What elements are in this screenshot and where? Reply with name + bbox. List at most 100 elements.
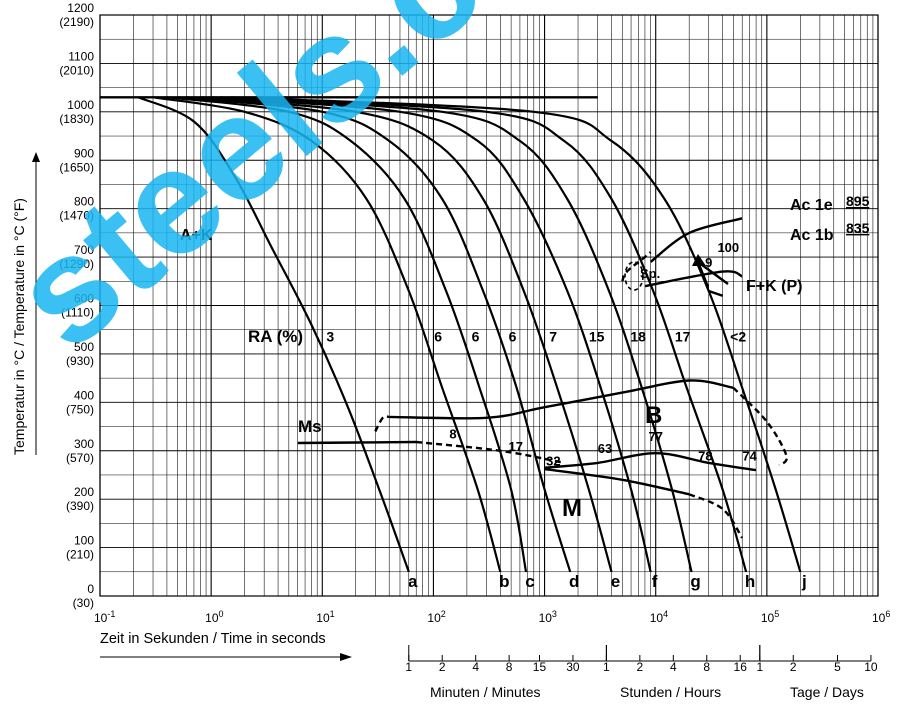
curve-label-c: c (525, 572, 534, 591)
transformation-line (544, 451, 757, 472)
transformation-line (688, 493, 744, 539)
x-tick-label: 102 (427, 609, 445, 625)
curve-label-h: h (745, 572, 755, 591)
label-fk: F+K (P) (746, 278, 802, 295)
y-tick-label: 400 (74, 388, 94, 402)
cooling-curves: a 3 b 6 c 6 d 6 e 7 f 15 g 18 h 17 j <2 (100, 96, 807, 591)
ra-value-j: <2 (730, 329, 746, 345)
cooling-curve-d (177, 96, 572, 573)
chart-labels: Temperatur in °C / Temperature in °C (°F… (11, 193, 870, 647)
y-tick-label-f: (1830) (59, 112, 94, 126)
label-ac1b-value: 835 (846, 220, 870, 236)
transformation-line (297, 440, 417, 445)
secondary-time-scales: Minuten / Minutes Stunden / Hours Tage /… (405, 645, 878, 700)
transformation-line (389, 379, 734, 420)
hardness-value: 17 (508, 439, 522, 454)
hardness-value: 9 (705, 255, 712, 270)
y-tick-label-f: (1470) (59, 209, 94, 223)
ra-value-c: 6 (472, 329, 480, 345)
label-martensite: M (562, 495, 582, 522)
y-axis-arrowhead (32, 152, 40, 162)
y-tick-label-f: (390) (66, 499, 94, 513)
x-tick-label: 10-1 (94, 609, 115, 625)
label-ak: A+K (180, 227, 213, 244)
transformation-line (374, 415, 390, 432)
cooling-curve-c (166, 96, 528, 572)
ra-value-e: 7 (549, 329, 557, 345)
label-sp: Sp. (640, 266, 660, 281)
cooling-curve-e (186, 96, 613, 573)
transformation-line (644, 270, 743, 288)
hardness-value: 32 (546, 453, 560, 468)
cooling-curve-f (200, 96, 652, 573)
days-scale-tick-label: 5 (834, 660, 841, 674)
x-tick-label: 103 (539, 609, 557, 625)
transformation-line (544, 467, 690, 496)
x-tick-label: 101 (316, 609, 334, 625)
y-tick-label: 900 (74, 146, 94, 160)
hardness-value: 100 (717, 240, 739, 255)
transformation-line (416, 440, 565, 465)
y-tick-label-f: (930) (66, 354, 94, 368)
cooling-curve-g (211, 96, 693, 573)
transformation-line (621, 251, 652, 282)
ra-value-h: 17 (675, 329, 691, 345)
y-tick-label: 100 (74, 534, 94, 548)
transformation-line (649, 217, 743, 263)
hardness-value: 78 (698, 448, 712, 463)
curve-label-a: a (408, 572, 418, 591)
y-tick-label: 0 (87, 582, 94, 596)
hardness-value: 77 (648, 429, 662, 444)
y-tick-label: 1100 (68, 49, 94, 63)
y-tick-label: 700 (74, 243, 94, 257)
y-tick-label-f: (2190) (59, 15, 94, 29)
cooling-curve-b (152, 96, 502, 573)
plot-frame (99, 14, 879, 597)
hours-scale-label: Stunden / Hours (620, 684, 721, 700)
ra-value-a: 3 (326, 329, 334, 345)
days-scale-tick-label: 10 (864, 660, 878, 674)
x-axis-title: Zeit in Sekunden / Time in seconds (100, 631, 326, 647)
y-tick-label-f: (570) (66, 451, 94, 465)
minutes-scale-tick-label: 4 (472, 660, 479, 674)
hardness-value: 63 (598, 441, 612, 456)
minutes-scale-tick-label: 15 (533, 660, 547, 674)
transformation-line (732, 386, 788, 467)
minutes-scale-tick-label: 8 (506, 660, 513, 674)
y-tick-label-f: (1650) (59, 160, 94, 174)
curve-label-g: g (690, 572, 700, 591)
days-scale-label: Tage / Days (790, 684, 864, 700)
y-tick-label: 200 (74, 485, 94, 499)
ra-value-g: 18 (630, 329, 646, 345)
curve-label-b: b (499, 572, 509, 591)
minutes-scale-tick-label: 1 (405, 660, 412, 674)
label-bainite: B (645, 402, 662, 429)
y-tick-label-f: (1290) (59, 257, 94, 271)
y-tick-label: 1000 (67, 98, 94, 112)
curve-label-e: e (611, 572, 620, 591)
pearlite-arrowhead (692, 254, 706, 266)
minutes-scale-tick-label: 30 (566, 660, 580, 674)
sp-loop (624, 261, 644, 291)
y-axis-title: Temperatur in °C / Temperature in °C (°F… (11, 198, 27, 455)
hardness-value: 74 (742, 448, 757, 463)
label-ra: RA (%) (248, 327, 303, 346)
hours-scale-tick-label: 1 (603, 660, 610, 674)
x-tick-label: 100 (205, 609, 223, 625)
y-tick-label: 300 (74, 437, 94, 451)
hours-scale-tick-label: 4 (670, 660, 677, 674)
label-ac1b: Ac 1b (790, 227, 834, 244)
hours-scale-tick-label: 16 (734, 660, 748, 674)
y-tick-label: 1200 (67, 1, 94, 15)
minutes-scale-label: Minuten / Minutes (430, 684, 541, 700)
x-tick-label: 104 (650, 609, 668, 625)
y-tick-label-f: (210) (66, 548, 94, 562)
transformation-line (708, 289, 723, 297)
y-tick-label: 600 (74, 292, 94, 306)
y-tick-label-f: (30) (73, 596, 94, 610)
days-scale-tick-label: 1 (756, 660, 763, 674)
x-tick-label: 105 (761, 609, 779, 625)
